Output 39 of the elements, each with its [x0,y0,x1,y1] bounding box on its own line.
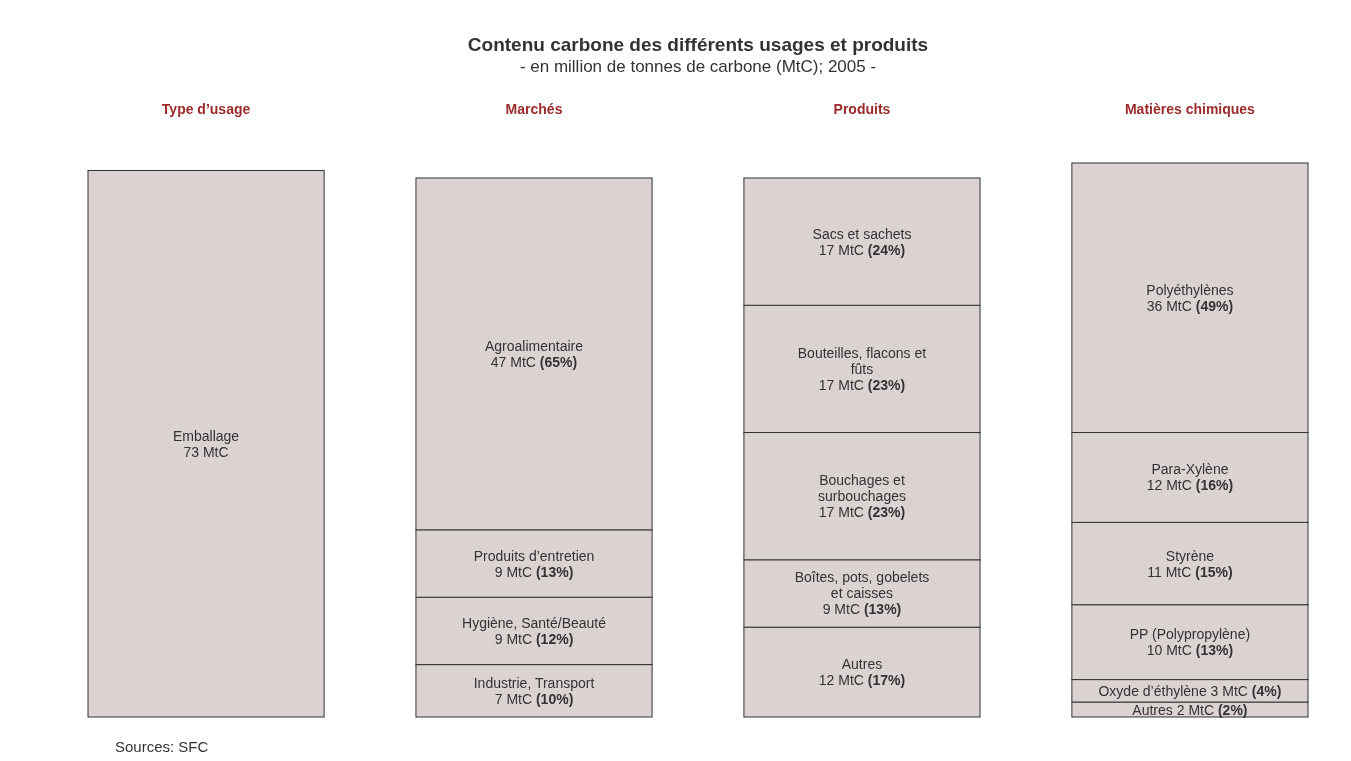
data-label: 17 MtC (23%) [818,376,906,393]
series-label: Produits d’entretien [473,547,595,564]
data-label: 3 MtC (4%) [1210,682,1282,699]
data-label: 9 MtC (13%) [494,563,574,580]
series-label: Oxyde d’éthylène [1098,682,1207,699]
data-label: 73 MtC [183,443,229,460]
series-label: PP (Polypropylène) [1129,626,1251,643]
series-label: Emballage [172,427,240,444]
data-label: 17 MtC (23%) [818,504,906,521]
data-label: 12 MtC (17%) [818,672,906,689]
data-label: 36 MtC (49%) [1146,297,1234,314]
x-tick-label: Produits [833,101,891,117]
series-label: Bouchages et surbouchages [818,472,906,505]
chart-subtitle: - en million de tonnes de carbone (MtC); 2005 - [519,57,877,76]
series-label: Para-Xylène [1151,461,1229,478]
data-label: 12 MtC (16%) [1146,477,1234,494]
data-label: 2 MtC (2%) [1176,701,1248,718]
series-label: Autres [1132,701,1173,718]
x-tick-label: Marchés [505,101,563,117]
data-label: 11 MtC (15%) [1147,563,1233,580]
data-label: 7 MtC (10%) [494,690,574,707]
source-note: Sources: SFC [115,738,209,755]
chart-title: Contenu carbone des différents usages et produits [467,34,929,55]
series-label: Autres [841,656,883,673]
x-tick-label: Matières chimiques [1124,101,1256,117]
series-label: Boîtes, pots, gobelets et caisses [794,569,930,602]
data-label: 10 MtC (13%) [1146,642,1234,659]
series-label: Polyéthylènes [1146,281,1234,298]
data-label: 9 MtC (13%) [822,601,902,618]
series-label: Styrène [1165,547,1215,564]
series-label: Bouteilles, flacons et fûts [797,344,927,377]
series-label: Agroalimentaire [484,337,584,354]
series-label: Industrie, Transport [473,674,595,691]
data-label: 9 MtC (12%) [494,630,574,647]
x-tick-label: Type d’usage [161,101,251,117]
data-label: 17 MtC (24%) [818,241,906,258]
series-label: Sacs et sachets [812,225,912,242]
series-label: Hygiène, Santé/Beauté [462,614,607,631]
data-label: 47 MtC (65%) [490,353,578,370]
